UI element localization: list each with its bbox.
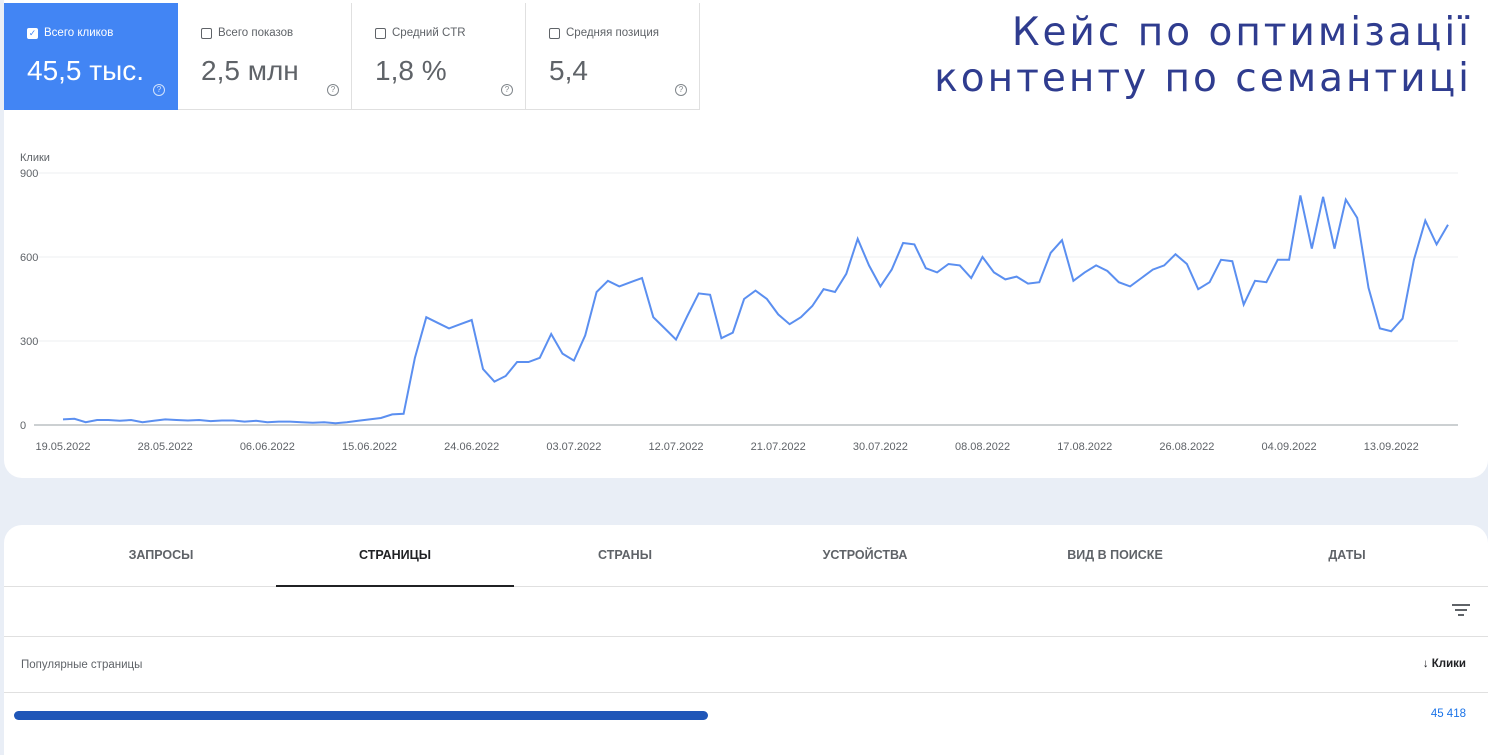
clicks-line-chart: 0 300 600 900 19.05.2022 28.05.2022 06.06.202… bbox=[20, 152, 1458, 453]
y-tick-label: 0 bbox=[20, 420, 26, 432]
slide-title-line-1: Кейс по оптимізації bbox=[1011, 10, 1472, 55]
table-row[interactable]: 45 418 bbox=[4, 693, 1488, 737]
slide-title: Кейс по оптимізації контенту по семантиц… bbox=[872, 10, 1472, 102]
metric-label: Средний CTR bbox=[392, 27, 466, 39]
x-tick-label: 17.08.2022 bbox=[1057, 441, 1112, 453]
help-icon[interactable]: ? bbox=[153, 84, 165, 96]
column-header-pages: Популярные страницы bbox=[21, 659, 143, 671]
tab-queries[interactable]: ЗАПРОСЫ bbox=[128, 548, 194, 562]
help-icon[interactable]: ? bbox=[675, 84, 687, 96]
tab-devices[interactable]: УСТРОЙСТВА bbox=[822, 548, 908, 562]
x-tick-label: 03.07.2022 bbox=[546, 441, 601, 453]
x-tick-label: 04.09.2022 bbox=[1262, 441, 1317, 453]
x-tick-label: 28.05.2022 bbox=[138, 441, 193, 453]
tab-countries[interactable]: СТРАНЫ bbox=[598, 548, 652, 562]
dimension-tabs: ЗАПРОСЫ СТРАНИЦЫ СТРАНЫ УСТРОЙСТВА ВИД В… bbox=[4, 525, 1488, 587]
tab-dates[interactable]: ДАТЫ bbox=[1328, 548, 1366, 562]
x-tick-label: 15.06.2022 bbox=[342, 441, 397, 453]
help-icon[interactable]: ? bbox=[501, 84, 513, 96]
x-tick-label: 30.07.2022 bbox=[853, 441, 908, 453]
x-tick-label: 13.09.2022 bbox=[1364, 441, 1419, 453]
x-tick-label: 26.08.2022 bbox=[1159, 441, 1214, 453]
x-tick-label: 19.05.2022 bbox=[35, 441, 90, 453]
metric-label: Всего показов bbox=[218, 27, 294, 39]
y-axis-label: Клики bbox=[20, 152, 50, 164]
column-header-clicks[interactable]: ↓ Клики bbox=[1422, 658, 1466, 670]
table-toolbar bbox=[4, 587, 1488, 637]
metric-label: Всего кликов bbox=[44, 27, 114, 39]
metric-value: 5,4 bbox=[549, 55, 588, 86]
x-tick-label: 24.06.2022 bbox=[444, 441, 499, 453]
table-header: Популярные страницы ↓ Клики bbox=[4, 637, 1488, 693]
checkbox-checked-icon[interactable]: ✓ bbox=[27, 27, 38, 39]
y-tick-label: 900 bbox=[20, 168, 38, 180]
x-tick-label: 08.08.2022 bbox=[955, 441, 1010, 453]
checkbox-icon[interactable] bbox=[201, 27, 212, 39]
metric-label: Средняя позиция bbox=[566, 27, 659, 39]
clicks-chart: 0 300 600 900 19.05.2022 28.05.2022 06.06.202… bbox=[0, 140, 1488, 470]
checkbox-icon[interactable] bbox=[375, 27, 386, 39]
tab-search-appearance[interactable]: ВИД В ПОИСКЕ bbox=[1067, 548, 1163, 562]
metric-value: 2,5 млн bbox=[201, 55, 299, 86]
metric-average-ctr[interactable]: Средний CTR 1,8 % ? bbox=[352, 3, 526, 110]
x-tick-label: 06.06.2022 bbox=[240, 441, 295, 453]
metric-average-position[interactable]: Средняя позиция 5,4 ? bbox=[526, 3, 700, 110]
metric-total-clicks[interactable]: ✓ Всего кликов 45,5 тыс. ? bbox=[4, 3, 178, 110]
breakdown-card: ЗАПРОСЫ СТРАНИЦЫ СТРАНЫ УСТРОЙСТВА ВИД В… bbox=[4, 525, 1488, 755]
slide-title-line-2: контенту по семантиці bbox=[934, 56, 1472, 101]
metric-value: 45,5 тыс. bbox=[27, 55, 145, 86]
checkbox-icon[interactable] bbox=[549, 27, 560, 39]
x-tick-label: 21.07.2022 bbox=[751, 441, 806, 453]
metrics-bar: ✓ Всего кликов 45,5 тыс. ? Всего показов… bbox=[4, 3, 700, 110]
metric-total-impressions[interactable]: Всего показов 2,5 млн ? bbox=[178, 3, 352, 110]
series-line-clicks bbox=[62, 195, 1449, 425]
redacted-page-url bbox=[14, 711, 708, 720]
y-tick-label: 600 bbox=[20, 252, 38, 264]
filter-icon[interactable] bbox=[1452, 603, 1470, 617]
metric-value: 1,8 % bbox=[375, 55, 447, 86]
help-icon[interactable]: ? bbox=[327, 84, 339, 96]
x-tick-label: 12.07.2022 bbox=[649, 441, 704, 453]
tab-pages[interactable]: СТРАНИЦЫ bbox=[276, 525, 514, 587]
row-clicks-value: 45 418 bbox=[1430, 708, 1466, 720]
y-tick-label: 300 bbox=[20, 336, 38, 348]
